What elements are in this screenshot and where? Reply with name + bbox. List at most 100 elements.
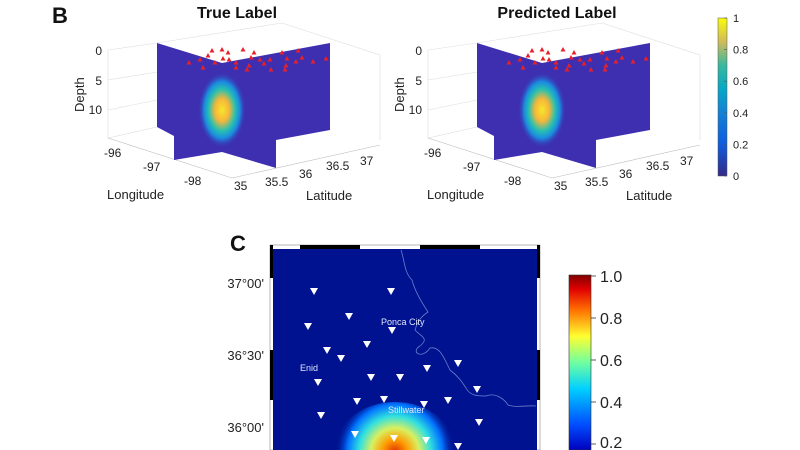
latitude-tick: 37 (680, 154, 694, 168)
longitude-tick: -97 (463, 160, 481, 174)
longitude-axis-label: Longitude (107, 187, 164, 202)
station-marker (219, 47, 225, 52)
source-probability-blob (518, 72, 566, 148)
station-marker (323, 347, 331, 354)
station-marker (553, 65, 559, 70)
depth-tick: 5 (95, 74, 102, 88)
station-marker (444, 397, 452, 404)
panel-b-label: B (52, 3, 68, 28)
map-lat-tick-37-00: 37°00' (227, 276, 264, 291)
depth-tick: 5 (415, 74, 422, 88)
station-marker (261, 61, 267, 66)
station-marker (568, 55, 574, 60)
station-marker (546, 57, 552, 62)
station-marker (539, 47, 545, 52)
grid-line (107, 99, 158, 111)
station-marker (540, 56, 546, 61)
grid-line (427, 50, 478, 139)
station-marker (545, 50, 551, 55)
station-marker (560, 47, 566, 52)
station-marker (304, 323, 312, 330)
station-marker (248, 55, 254, 60)
station-marker (603, 63, 609, 68)
station-marker (581, 61, 587, 66)
station-marker (643, 56, 649, 61)
longitude-tick: -97 (143, 160, 161, 174)
station-marker (588, 67, 594, 72)
grid-line (156, 22, 381, 140)
station-marker (212, 60, 218, 65)
station-marker (186, 60, 192, 65)
colorbar-tick-label: 0.8 (600, 311, 622, 328)
colorbar-tick-label: 0.4 (733, 108, 748, 120)
station-marker (317, 412, 325, 419)
station-marker (220, 56, 226, 61)
station-marker (267, 57, 273, 62)
station-marker (209, 48, 215, 53)
station-marker (233, 60, 239, 65)
station-marker (520, 65, 526, 70)
map-border-segment (537, 350, 540, 400)
jet-colorbar (568, 274, 592, 450)
station-marker (529, 48, 535, 53)
station-marker (197, 57, 203, 62)
station-marker (367, 374, 375, 381)
depth-tick: 0 (415, 44, 422, 58)
station-marker (599, 50, 605, 55)
station-marker (353, 398, 361, 405)
map-border-segment (300, 245, 360, 249)
station-marker (577, 57, 583, 62)
station-marker (506, 60, 512, 65)
latitude-axis-label: Latitude (306, 188, 352, 203)
colorbar-tick-label: 0.2 (733, 139, 748, 151)
station-marker (475, 419, 483, 426)
station-marker (388, 327, 396, 334)
colorbar-tick-label: 0.2 (600, 435, 622, 450)
station-marker (564, 67, 570, 72)
axis-line (107, 137, 381, 179)
station-marker (553, 60, 559, 65)
station-marker (310, 288, 318, 295)
station-marker (244, 67, 250, 72)
grid-line (107, 71, 158, 81)
station-marker (299, 55, 305, 60)
station-marker (279, 50, 285, 55)
depth-tick: 0 (95, 44, 102, 58)
grid-line (107, 50, 158, 139)
station-marker (284, 56, 290, 61)
station-marker (257, 57, 263, 62)
plot-title: True Label (197, 5, 277, 22)
station-marker (532, 60, 538, 65)
colorbar-tick-label: 0.6 (600, 353, 622, 370)
station-marker (454, 360, 462, 367)
station-marker (473, 386, 481, 393)
station-marker (571, 50, 577, 55)
station-marker (423, 365, 431, 372)
station-marker (283, 63, 289, 68)
station-marker (293, 59, 299, 64)
plot-title: Predicted Label (497, 5, 616, 22)
depth-axis-label: Depth (392, 77, 407, 112)
colorbar-tick-label: 1 (733, 13, 739, 25)
latitude-tick: 35 (234, 179, 248, 193)
map-border-segment (537, 245, 540, 278)
colorbar-tick-label: 0.4 (600, 395, 622, 412)
station-marker (310, 59, 316, 64)
map-border-segment (270, 350, 273, 400)
city-stillwater: Stillwater (388, 405, 425, 415)
station-marker (566, 63, 572, 68)
station-marker (630, 59, 636, 64)
latitude-tick: 35.5 (265, 175, 289, 189)
station-marker (225, 50, 231, 55)
colorbar-tick-label: 0.8 (733, 45, 748, 57)
station-marker (422, 437, 430, 444)
latitude-tick: 36 (619, 167, 633, 181)
station-marker (619, 55, 625, 60)
latitude-tick: 36 (299, 167, 313, 181)
longitude-tick: -98 (184, 174, 202, 188)
station-marker (246, 63, 252, 68)
station-marker (240, 47, 246, 52)
colorbar-tick-label: 0.6 (733, 76, 748, 88)
